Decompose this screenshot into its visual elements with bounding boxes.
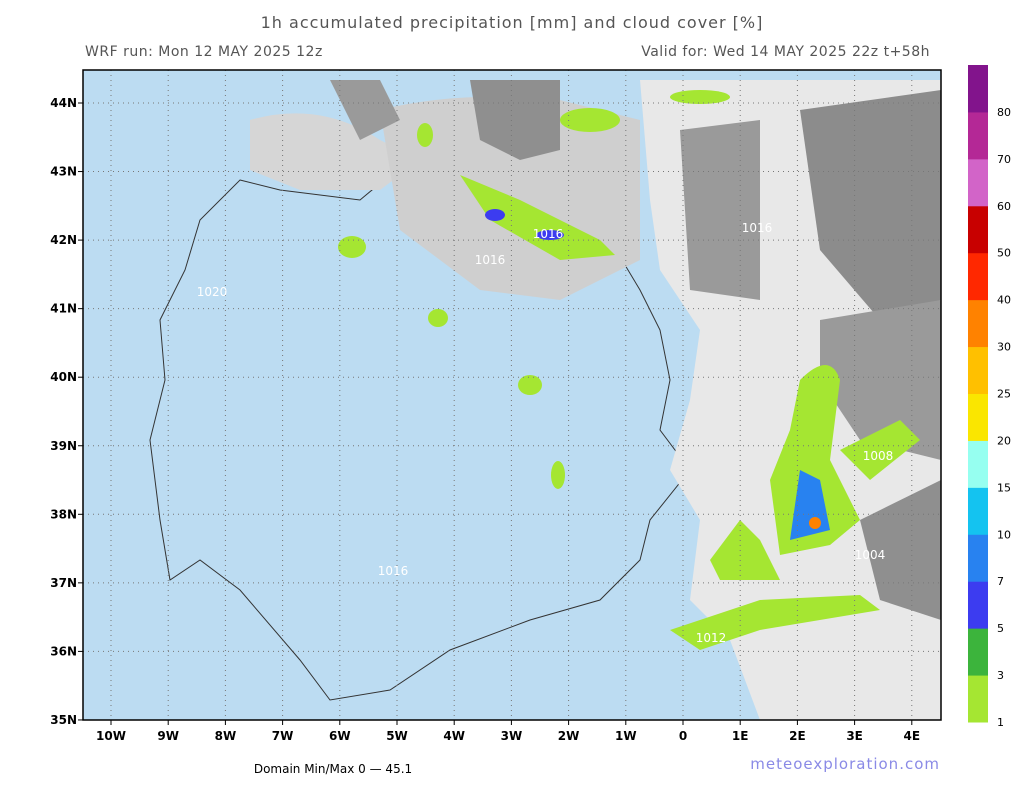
colorbar-segment [968,487,988,535]
x-tick-label: 5W [386,729,408,743]
colorbar-segment [968,675,988,723]
colorbar-segment [968,65,988,113]
y-tick-label: 44N [50,96,77,110]
precip [417,123,433,147]
cloud [800,90,941,320]
precip [518,375,542,395]
isobar-label: 1016 [742,221,773,235]
y-tick-label: 39N [50,439,77,453]
y-tick-label: 37N [50,576,77,590]
colorbar-segment [968,440,988,488]
x-tick-label: 3W [501,729,523,743]
x-tick-label: 6W [329,729,351,743]
colorbar-segment [968,581,988,629]
colorbar-label: 7 [997,575,1004,588]
precip [428,309,448,327]
isobar-label: 1016 [533,227,564,241]
isobar-label: 1008 [863,449,894,463]
x-tick-label: 1E [732,729,749,743]
precip [670,90,730,104]
colorbar-label: 5 [997,622,1004,635]
cloud [250,113,420,190]
precip [809,517,821,529]
x-tick-label: 7W [272,729,294,743]
y-tick-label: 35N [50,713,77,727]
map-frame [82,69,942,721]
colorbar-segment [968,111,988,160]
colorbar-segment [968,299,988,348]
map-area: 1016 1016 1016 1020 1016 1012 1008 1004 [82,69,942,721]
x-tick-label: 0 [679,729,687,743]
colorbar-segment [968,158,988,207]
y-tick-label: 40N [50,370,77,384]
colorbar-label: 70 [997,153,1011,166]
precip [536,230,564,240]
x-tick-label: 10W [96,729,126,743]
y-tick-label: 43N [50,165,77,179]
cloud [330,80,400,140]
colorbar-label: 20 [997,434,1011,447]
cloud [470,80,560,160]
cloud [860,480,941,620]
title: 1h accumulated precipitation [mm] and cl… [261,13,764,32]
colorbar-segment [968,252,988,301]
x-tick-label: 9W [157,729,179,743]
cloud [820,300,941,460]
x-tick-label: 2E [789,729,806,743]
colorbar-label: 10 [997,528,1011,541]
precip [338,236,366,258]
y-tick-label: 36N [50,644,77,658]
precip [560,108,620,132]
precip [460,175,615,260]
colorbar-label: 60 [997,200,1011,213]
colorbar-segment [968,205,988,254]
site-credit[interactable]: meteoexploration.com [750,755,940,773]
y-tick-label: 42N [50,233,77,247]
x-tick-label: 2W [558,729,580,743]
x-tick-label: 4W [443,729,465,743]
colorbar-segment [968,393,988,441]
colorbar-label: 3 [997,669,1004,682]
x-tick-label: 8W [215,729,237,743]
colorbar: 1 3 5 7 10 15 20 25 30 40 50 60 70 80 [968,65,1011,729]
colorbar-label: 15 [997,481,1011,494]
colorbar-label: 40 [997,294,1011,307]
y-tick-label: 41N [50,302,77,316]
isobar-label: 1016 [475,253,506,267]
isobar-label: 1004 [855,548,886,562]
x-tick-label: 3E [846,729,863,743]
isobar-label: 1016 [378,564,409,578]
colorbar-segment [968,346,988,394]
axis-labels: 10W 9W 8W 7W 6W 5W 4W 3W 2W 1W 0 1E 2E 3E 4E 44N 43N 42N 4… [50,96,920,743]
precip [840,420,920,480]
isobar-label: 1020 [197,285,228,299]
min-max: Domain Min/Max 0 — 45.1 [254,762,412,776]
colorbar-segment [968,628,988,676]
precip [710,520,780,580]
precip [670,595,880,650]
colorbar-label: 1 [997,716,1004,729]
precip [485,209,505,221]
precip [770,365,860,555]
isobar-label: 1012 [696,631,727,645]
colorbar-label: 25 [997,388,1011,401]
precip [551,461,565,489]
isobar-labels: 1016 1016 1016 1020 1016 1012 1008 1004 [197,221,894,645]
y-tick-label: 38N [50,507,77,521]
cloud [680,120,760,300]
colorbar-label: 50 [997,247,1011,260]
run-info: WRF run: Mon 12 MAY 2025 12z [85,44,323,60]
colorbar-label: 30 [997,341,1011,354]
colorbar-segment [968,534,988,582]
x-tick-label: 4E [904,729,921,743]
x-tick-label: 1W [615,729,637,743]
colorbar-label: 80 [997,106,1011,119]
valid-info: Valid for: Wed 14 MAY 2025 22z t+58h [641,44,930,60]
